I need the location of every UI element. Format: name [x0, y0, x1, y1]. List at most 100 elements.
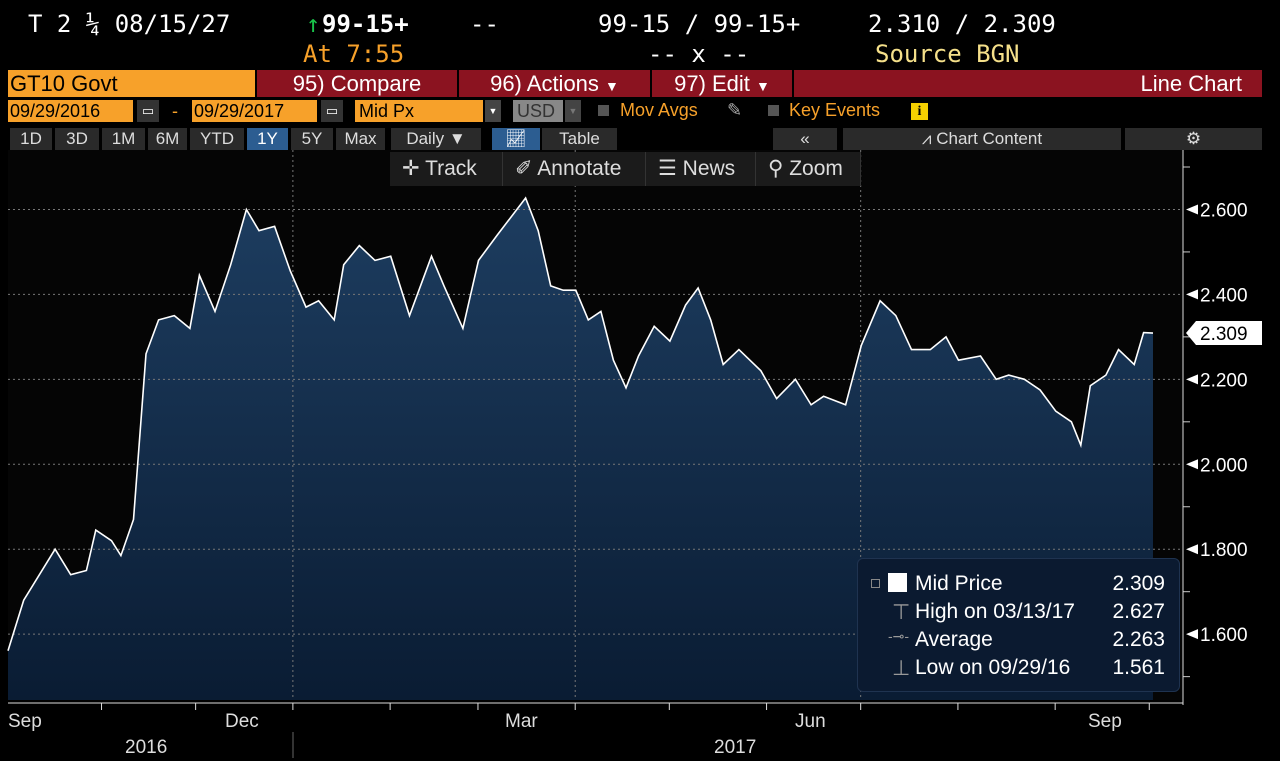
x-tick-label: Mar [505, 711, 538, 732]
y-tick-marker [1186, 289, 1198, 300]
key-events-label: Key Events [789, 100, 881, 120]
year-label: 2017 [714, 737, 756, 758]
pencil-icon: ✐ [515, 157, 533, 180]
legend-box: Mid Price 2.309 ⊤ High on 03/13/17 2.627… [857, 558, 1180, 692]
x-tick-label: Sep [8, 711, 42, 732]
caret-down-icon: ▼ [448, 129, 466, 148]
track-tool-button[interactable]: ✛ Track [390, 152, 503, 186]
line-chart-icon: 📈︎ [505, 129, 527, 148]
price-time: At 7:55 [303, 40, 405, 68]
period-button-5y[interactable]: 5Y [291, 128, 333, 150]
x-tick-label: Jun [795, 711, 826, 732]
y-tick-label: 2.400 [1200, 285, 1248, 306]
annotate-label: Annotate [537, 157, 622, 180]
news-tool-button[interactable]: ☰ News [646, 152, 756, 186]
info-icon[interactable]: i [911, 103, 928, 120]
last-value-label: 2.309 [1200, 324, 1248, 345]
line-chart-view-button[interactable]: 📈︎ [492, 128, 540, 150]
y-tick-marker [1186, 204, 1198, 215]
frequency-select[interactable]: Daily ▼ [391, 128, 481, 150]
chart-content-button[interactable]: ⩘ Chart Content [843, 128, 1121, 150]
period-button-3d[interactable]: 3D [55, 128, 99, 150]
legend-low-value: 1.561 [1112, 656, 1165, 679]
caret-down-icon: ▼ [605, 78, 619, 94]
news-label: News [682, 157, 736, 180]
magnifier-icon: ⚲ [768, 157, 784, 180]
field-select[interactable]: Mid Px [355, 100, 483, 122]
bid-ask-price: 99-15 / 99-15+ [598, 10, 801, 38]
actions-label: 96) Actions [490, 71, 599, 96]
year-label: 2016 [125, 737, 167, 758]
bid-ask-size: -- x -- [648, 40, 750, 68]
y-tick-label: 1.800 [1200, 540, 1248, 561]
period-button-max[interactable]: Max [336, 128, 385, 150]
legend-high-label: High on 03/13/17 [915, 600, 1075, 623]
y-tick-label: 1.600 [1200, 625, 1248, 646]
news-icon: ☰ [658, 157, 677, 180]
change-value: -- [470, 10, 499, 38]
calendar-icon[interactable]: ▭ [321, 100, 343, 122]
y-tick-marker [1186, 374, 1198, 385]
x-tick-label: Dec [225, 711, 259, 732]
bid-ask-yield: 2.310 / 2.309 [868, 10, 1056, 38]
legend-average-label: Average [915, 628, 993, 651]
legend-low-label: Low on 09/29/16 [915, 656, 1071, 679]
gear-icon: ⚙ [1185, 129, 1202, 148]
currency-dropdown-icon[interactable]: ▼ [565, 100, 581, 122]
actions-menu[interactable]: 96) Actions ▼ [459, 70, 650, 97]
edit-menu[interactable]: 97) Edit ▼ [652, 70, 792, 97]
low-marker-icon: ⊥ [892, 657, 911, 680]
collapse-button[interactable]: « [773, 128, 837, 150]
zoom-label: Zoom [789, 157, 843, 180]
frequency-label: Daily [406, 129, 445, 148]
collapse-legend-icon[interactable] [871, 579, 880, 588]
y-tick-marker [1186, 459, 1198, 470]
key-events-checkbox[interactable] [768, 105, 779, 116]
legend-high-value: 2.627 [1112, 600, 1165, 623]
pencil-icon[interactable]: ✎ [727, 100, 743, 120]
period-button-6m[interactable]: 6M [148, 128, 187, 150]
chart-content-icon: ⩘ [921, 129, 932, 148]
edit-label: 97) Edit [674, 71, 750, 96]
security-name: T 2 ¼ 08/15/27 [28, 10, 231, 38]
price-source: Source BGN [875, 40, 1020, 68]
y-tick-label: 2.600 [1200, 200, 1248, 221]
track-label: Track [425, 157, 477, 180]
compare-button[interactable]: 95) Compare [257, 70, 457, 97]
chart-type-label[interactable]: Line Chart [794, 70, 1262, 97]
mov-avgs-label: Mov Avgs [620, 100, 698, 120]
annotate-tool-button[interactable]: ✐ Annotate [503, 152, 646, 186]
legend-mid-label: Mid Price [915, 572, 1003, 595]
x-tick-label: Sep [1088, 711, 1122, 732]
last-price: 99-15+ [322, 10, 409, 38]
y-tick-marker [1186, 629, 1198, 640]
average-marker-icon: -⊸- [888, 628, 910, 644]
high-marker-icon: ⊤ [892, 601, 911, 624]
period-button-1d[interactable]: 1D [10, 128, 52, 150]
calendar-icon[interactable]: ▭ [137, 100, 159, 122]
settings-button[interactable]: ⚙ [1125, 128, 1262, 150]
date-separator: - [172, 101, 178, 121]
period-button-ytd[interactable]: YTD [190, 128, 244, 150]
start-date-input[interactable]: 09/29/2016 [8, 100, 133, 122]
caret-down-icon: ▼ [756, 78, 770, 94]
zoom-tool-button[interactable]: ⚲ Zoom [756, 152, 861, 186]
chart-content-label: Chart Content [936, 129, 1043, 148]
legend-average-value: 2.263 [1112, 628, 1165, 651]
mov-avgs-checkbox[interactable] [598, 105, 609, 116]
legend-mid-value: 2.309 [1112, 572, 1165, 595]
y-tick-label: 2.000 [1200, 455, 1248, 476]
price-line [7, 196, 1154, 651]
currency-select[interactable]: USD [513, 100, 563, 122]
crosshair-icon: ✛ [402, 157, 420, 180]
period-button-1m[interactable]: 1M [102, 128, 145, 150]
ticker-field[interactable]: GT10 Govt [8, 70, 255, 97]
y-tick-label: 2.200 [1200, 370, 1248, 391]
field-dropdown-icon[interactable]: ▼ [485, 100, 501, 122]
y-tick-marker [1186, 544, 1198, 555]
end-date-input[interactable]: 09/29/2017 [192, 100, 317, 122]
up-arrow-icon: ↑ [306, 10, 321, 38]
table-view-button[interactable]: Table [542, 128, 617, 150]
period-button-1y[interactable]: 1Y [247, 128, 288, 150]
series-swatch [888, 573, 907, 592]
